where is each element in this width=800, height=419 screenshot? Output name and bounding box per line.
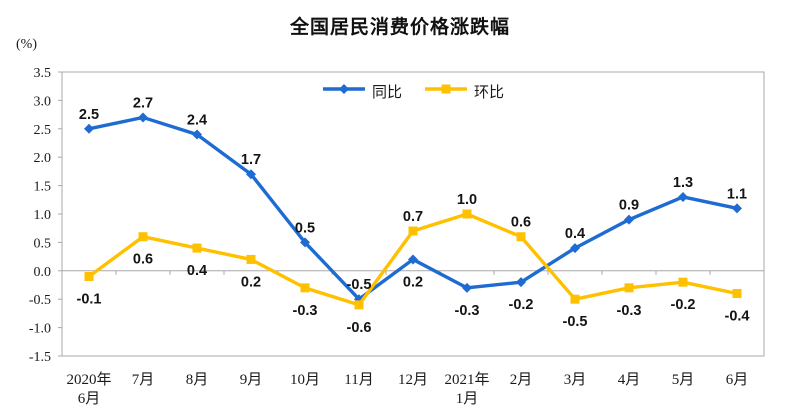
data-label: -0.2 [509,297,534,313]
diamond-marker [84,123,94,134]
data-label: -0.3 [617,303,642,319]
data-label: 2.7 [133,95,153,111]
y-tick-label: 2.5 [34,123,52,138]
line-diamond-marker-icon [322,82,366,101]
square-marker [678,277,688,287]
y-tick-label: 3.5 [34,66,52,81]
x-axis-label: 6月 [726,372,749,388]
y-tick-label: 1.5 [34,180,52,195]
square-marker [354,300,364,310]
y-tick-label: -1.0 [29,322,51,337]
square-marker [462,209,472,219]
chart-title: 全国居民消费价格涨跌幅 [289,17,510,38]
square-marker [138,232,148,242]
data-label: 1.7 [241,152,261,168]
data-label: 0.7 [403,209,423,225]
y-tick-label: -0.5 [29,293,51,308]
data-label: -0.3 [293,303,318,319]
square-marker [732,289,742,299]
data-label: 0.6 [511,215,531,231]
diamond-marker [570,243,580,254]
x-axis-label: 2月 [510,372,533,388]
data-label: 0.5 [295,220,315,236]
x-axis-label: 7月 [132,372,155,388]
x-axis-label: 8月 [186,372,209,388]
data-label: 0.4 [187,263,207,279]
x-axis-label: 9月 [240,372,263,388]
square-marker [624,283,634,293]
diamond-marker [246,169,256,180]
data-label: 0.6 [133,252,153,268]
y-tick-label: 3.0 [34,94,52,109]
diamond-marker [138,112,148,123]
data-label: 0.4 [565,226,585,242]
data-label: 0.9 [619,198,639,214]
y-tick-label: 0.5 [34,236,52,251]
data-label: 1.3 [673,175,693,191]
square-marker [246,254,256,264]
square-marker [570,294,580,304]
data-label: 2.4 [187,112,207,128]
y-tick-label: 1.0 [34,208,52,223]
diamond-marker [192,129,202,140]
square-marker [516,232,526,242]
data-label: -0.1 [77,291,102,307]
data-label: -0.4 [725,309,750,325]
diamond-marker [408,254,418,265]
legend: 同比 环比 [322,81,504,102]
x-axis-label: 2020年 [66,371,111,388]
data-label: 0.2 [403,274,423,290]
legend-label-tongbi: 同比 [371,84,402,101]
x-axis-label: 6月 [78,391,101,407]
square-marker [300,283,310,293]
y-tick-label: -1.5 [29,350,51,365]
x-axis-label: 1月 [456,391,479,407]
y-tick-label: 2.0 [34,151,52,166]
diamond-marker [462,282,472,293]
data-label: -0.2 [671,297,696,313]
data-label: 0.2 [241,274,261,290]
data-label: -0.5 [347,277,372,293]
x-axis-label: 4月 [618,372,641,388]
legend-label-huanbi: 环比 [474,84,505,101]
diamond-marker [678,191,688,202]
data-label: -0.3 [455,303,480,319]
legend-item-huanbi: 环比 [424,81,504,102]
data-label: 1.1 [727,186,747,202]
diamond-marker [516,277,526,288]
legend-item-tongbi: 同比 [322,81,402,102]
line-square-marker-icon [424,82,468,101]
x-axis-label: 2021年 [444,371,489,388]
square-marker [192,243,202,253]
data-label: -0.5 [563,314,588,330]
y-tick-label: 0.0 [34,265,52,280]
data-label: 2.5 [79,107,99,123]
x-axis-label: 10月 [290,372,320,388]
diamond-marker [732,203,742,214]
x-axis-label: 12月 [398,372,428,388]
square-marker [408,226,418,236]
square-marker [84,271,94,281]
x-axis-label: 11月 [344,372,373,388]
x-axis-label: 3月 [564,372,587,388]
diamond-marker [300,237,310,248]
x-axis-label: 5月 [672,372,695,388]
diamond-marker [624,214,634,225]
y-axis-unit-label: (%) [16,37,37,52]
data-label: 1.0 [457,192,477,208]
data-label: -0.6 [347,320,372,336]
